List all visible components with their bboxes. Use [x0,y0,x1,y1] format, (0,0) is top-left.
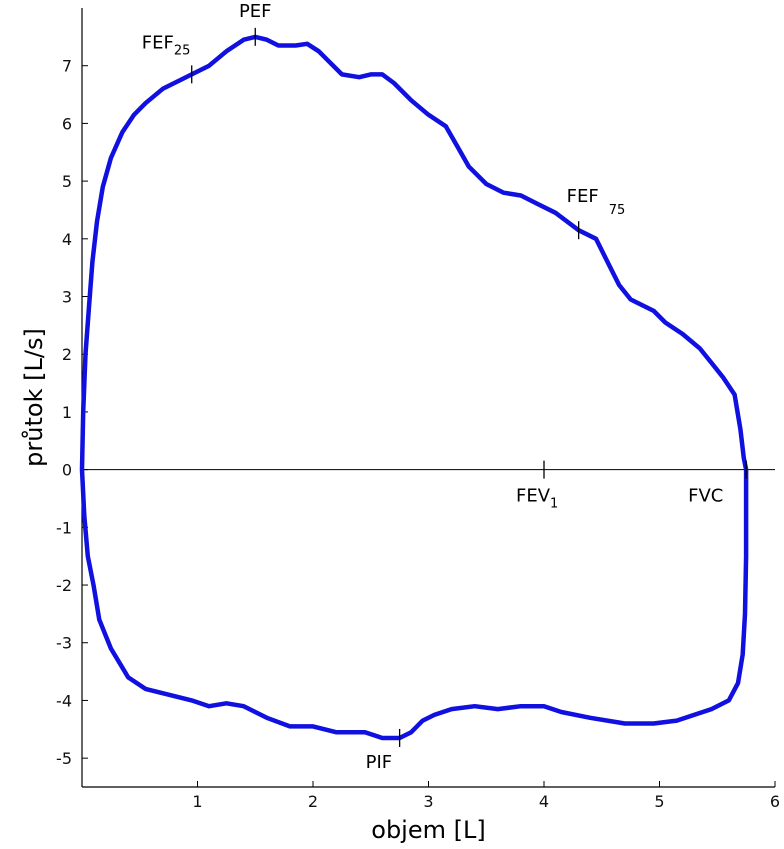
x-axis-title: objem [L] [371,816,485,844]
y-tick-label: -2 [56,576,72,595]
x-tick-label: 1 [192,792,202,811]
annotation-fvc: FVC [688,486,723,507]
annotation-fef25: FEF25 [142,32,191,58]
y-ticks: -5 -4 -3 -2 -1 0 1 2 3 4 5 6 7 [56,57,88,768]
x-ticks: 1 2 3 4 5 6 [192,781,780,811]
y-tick-label: 2 [62,345,72,364]
x-tick-label: 3 [423,792,433,811]
y-axis-title: průtok [L/s] [20,328,48,467]
y-tick-label: 6 [62,114,72,133]
x-tick-label: 2 [308,792,318,811]
y-tick-label: -3 [56,634,72,653]
y-tick-label: -5 [56,749,72,768]
y-tick-label: 5 [62,172,72,191]
annotation-fev1: FEV1 [516,486,558,512]
flow-volume-curve [79,34,749,741]
annotation-fef75: FEF75 [567,186,626,218]
y-tick-label: 4 [62,230,72,249]
annotations: FEF25 PEF FEF75 FEV1 FVC PIF [142,1,747,773]
annotation-pef: PEF [239,1,272,22]
y-tick-label: 0 [62,461,72,480]
y-tick-label: -1 [56,518,72,537]
y-tick-label: 7 [62,57,72,76]
x-tick-label: 5 [654,792,664,811]
annotation-pif: PIF [366,752,393,773]
y-tick-label: 1 [62,403,72,422]
x-tick-label: 6 [770,792,780,811]
y-tick-label: -4 [56,691,72,710]
x-tick-label: 4 [539,792,549,811]
y-tick-label: 3 [62,288,72,307]
